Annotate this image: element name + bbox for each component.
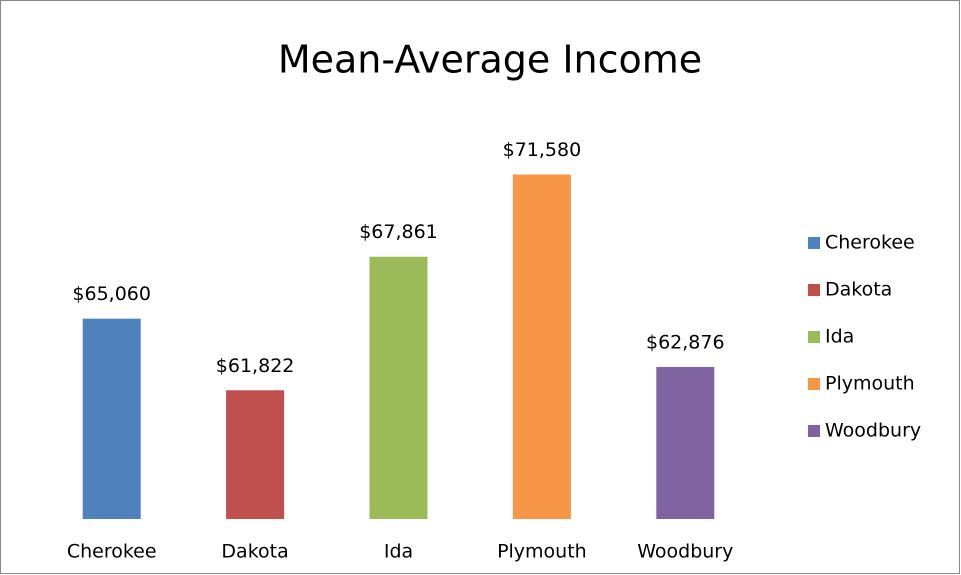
x-tick-label: Dakota [221,541,288,563]
bar [369,256,428,519]
legend-swatch [808,284,820,296]
legend-swatch [808,237,820,249]
x-tick-label: Woodbury [637,541,733,563]
data-label: $67,861 [359,221,438,243]
legend-swatch [808,378,820,390]
x-tick-label: Ida [384,541,413,563]
bar [226,390,285,519]
bar [512,174,571,519]
legend-swatch [808,425,820,437]
data-label: $62,876 [646,331,725,353]
bar [656,366,715,519]
legend-label: Cherokee [825,232,915,254]
data-label: $65,060 [72,283,151,305]
x-tick-label: Cherokee [67,541,157,563]
legend-label: Dakota [825,279,892,301]
data-label: $61,822 [216,355,295,377]
chart-title: Mean-Average Income [278,38,702,82]
legend-label: Plymouth [825,373,915,395]
data-label: $71,580 [503,139,582,161]
x-tick-label: Plymouth [497,541,587,563]
legend-label: Ida [825,326,854,348]
legend-label: Woodbury [825,420,921,442]
legend-swatch [808,331,820,343]
bar [82,318,141,519]
